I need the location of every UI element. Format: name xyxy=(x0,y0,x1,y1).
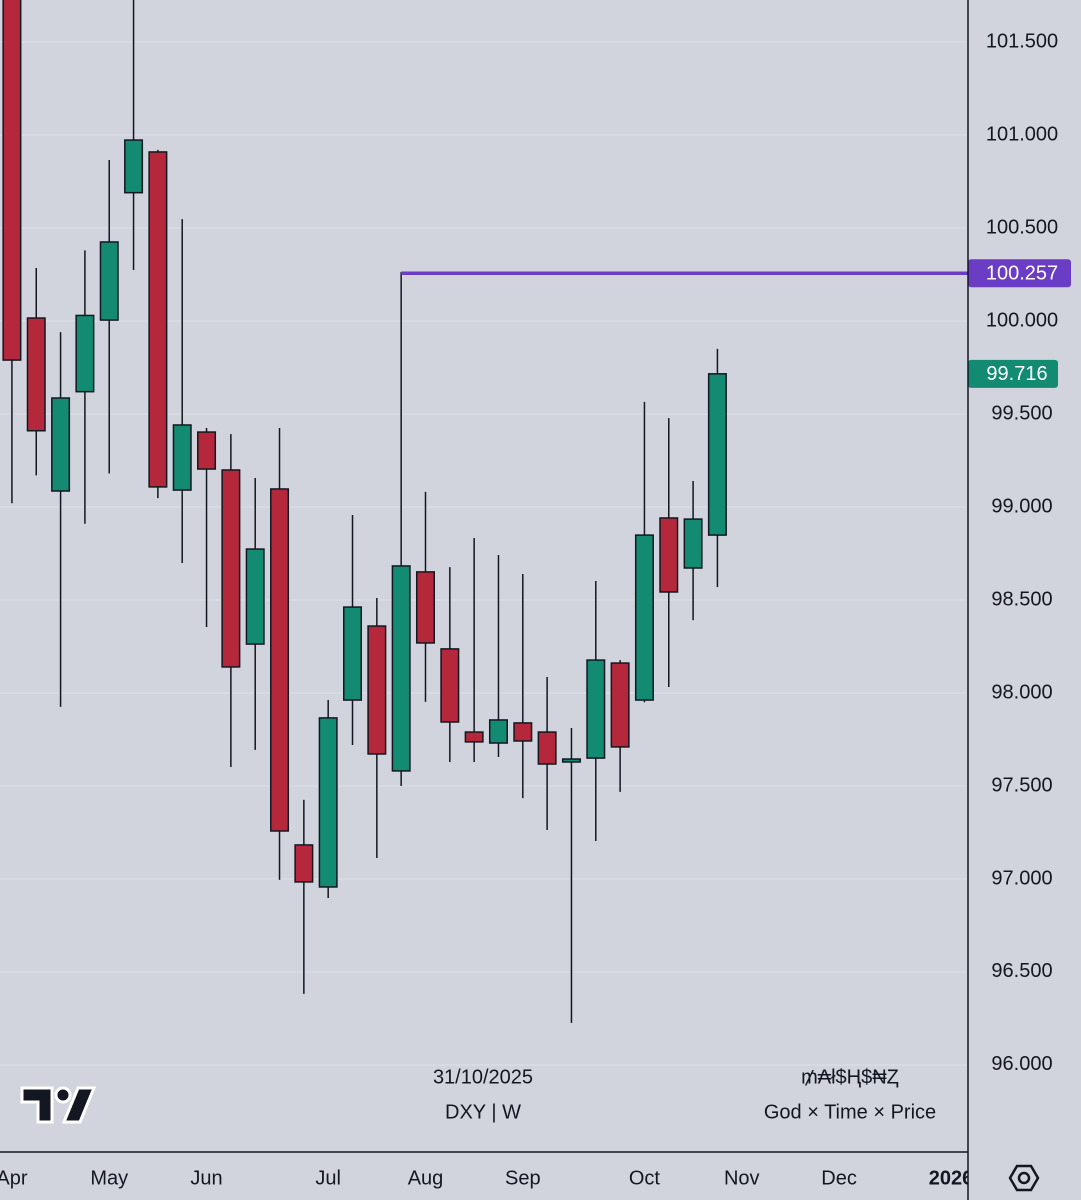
candle-body xyxy=(197,431,217,470)
candle-body xyxy=(586,659,606,759)
candle-body xyxy=(391,565,411,772)
x-tick-label: Aug xyxy=(408,1167,444,1189)
x-tick-label: Jul xyxy=(315,1167,341,1189)
y-tick-label: 96.500 xyxy=(991,960,1052,982)
candle-body xyxy=(2,0,22,361)
y-tick-label: 98.500 xyxy=(991,588,1052,610)
y-tick-label: 97.500 xyxy=(991,774,1052,796)
candle-body xyxy=(440,648,460,723)
candle-body xyxy=(561,758,581,763)
level-price-tag xyxy=(968,259,1071,288)
y-tick-label: 97.000 xyxy=(991,867,1052,889)
candle-body xyxy=(99,241,119,321)
x-tick-label: Nov xyxy=(724,1167,760,1189)
candle-body xyxy=(343,606,363,701)
candle-body xyxy=(318,717,338,888)
candle-body xyxy=(634,534,654,701)
candle-body xyxy=(464,731,484,743)
y-axis: 96.000 96.500 97.000 97.500 98.000 98.500 99.0… xyxy=(968,30,1071,1075)
y-tick-label: 98.000 xyxy=(991,681,1052,703)
y-tick-label: 99.500 xyxy=(991,402,1052,424)
x-axis: Apr May Jun Jul Aug Sep Oct Nov Dec 2026 xyxy=(0,1167,974,1189)
candle-body xyxy=(707,373,727,536)
settings-icon[interactable] xyxy=(1008,1164,1040,1192)
candle-body xyxy=(367,625,387,755)
candle-body xyxy=(245,548,265,645)
date-label: 31/10/2025 xyxy=(433,1066,533,1088)
x-tick-label: Oct xyxy=(629,1167,661,1189)
candle-body xyxy=(26,317,46,432)
y-tick-label: 100.500 xyxy=(986,216,1058,238)
candle-body xyxy=(488,719,508,744)
x-tick-label: Jun xyxy=(190,1167,222,1189)
y-tick-label: 101.000 xyxy=(986,123,1058,145)
candle-body xyxy=(513,722,533,742)
y-tick-label: 100.000 xyxy=(986,309,1058,331)
y-tick-label: 101.500 xyxy=(986,30,1058,52)
x-tick-label: 2026 xyxy=(929,1167,974,1189)
y-tick-label: 96.000 xyxy=(991,1053,1052,1075)
watermark: ₥₳ł$Ⱨ$₦Ⱬ xyxy=(801,1066,899,1088)
caption: God × Time × Price xyxy=(764,1101,936,1123)
level-price-label: 100.257 xyxy=(986,262,1058,284)
candle-body xyxy=(124,139,144,194)
candle-body xyxy=(294,844,314,883)
candle-body xyxy=(659,517,679,593)
candle-body xyxy=(221,469,241,668)
tradingview-logo xyxy=(20,1086,97,1124)
x-tick-label: May xyxy=(90,1167,128,1189)
last-price-label: 99.716 xyxy=(986,363,1047,385)
y-tick-label: 99.000 xyxy=(991,495,1052,517)
last-price-tag xyxy=(968,359,1058,388)
x-tick-label: Apr xyxy=(0,1167,28,1189)
candle-body xyxy=(75,314,95,393)
candle-body xyxy=(172,424,192,491)
symbol-label: DXY | W xyxy=(445,1101,521,1123)
candle-body xyxy=(270,488,290,832)
candle-body xyxy=(537,731,557,765)
plot-area xyxy=(2,0,968,1023)
candle-body xyxy=(148,151,168,488)
candle-body xyxy=(610,662,630,748)
candle-body xyxy=(415,571,435,644)
x-tick-label: Sep xyxy=(505,1167,541,1189)
x-tick-label: Dec xyxy=(821,1167,857,1189)
candle-body xyxy=(683,518,703,569)
candle-body xyxy=(51,397,71,492)
